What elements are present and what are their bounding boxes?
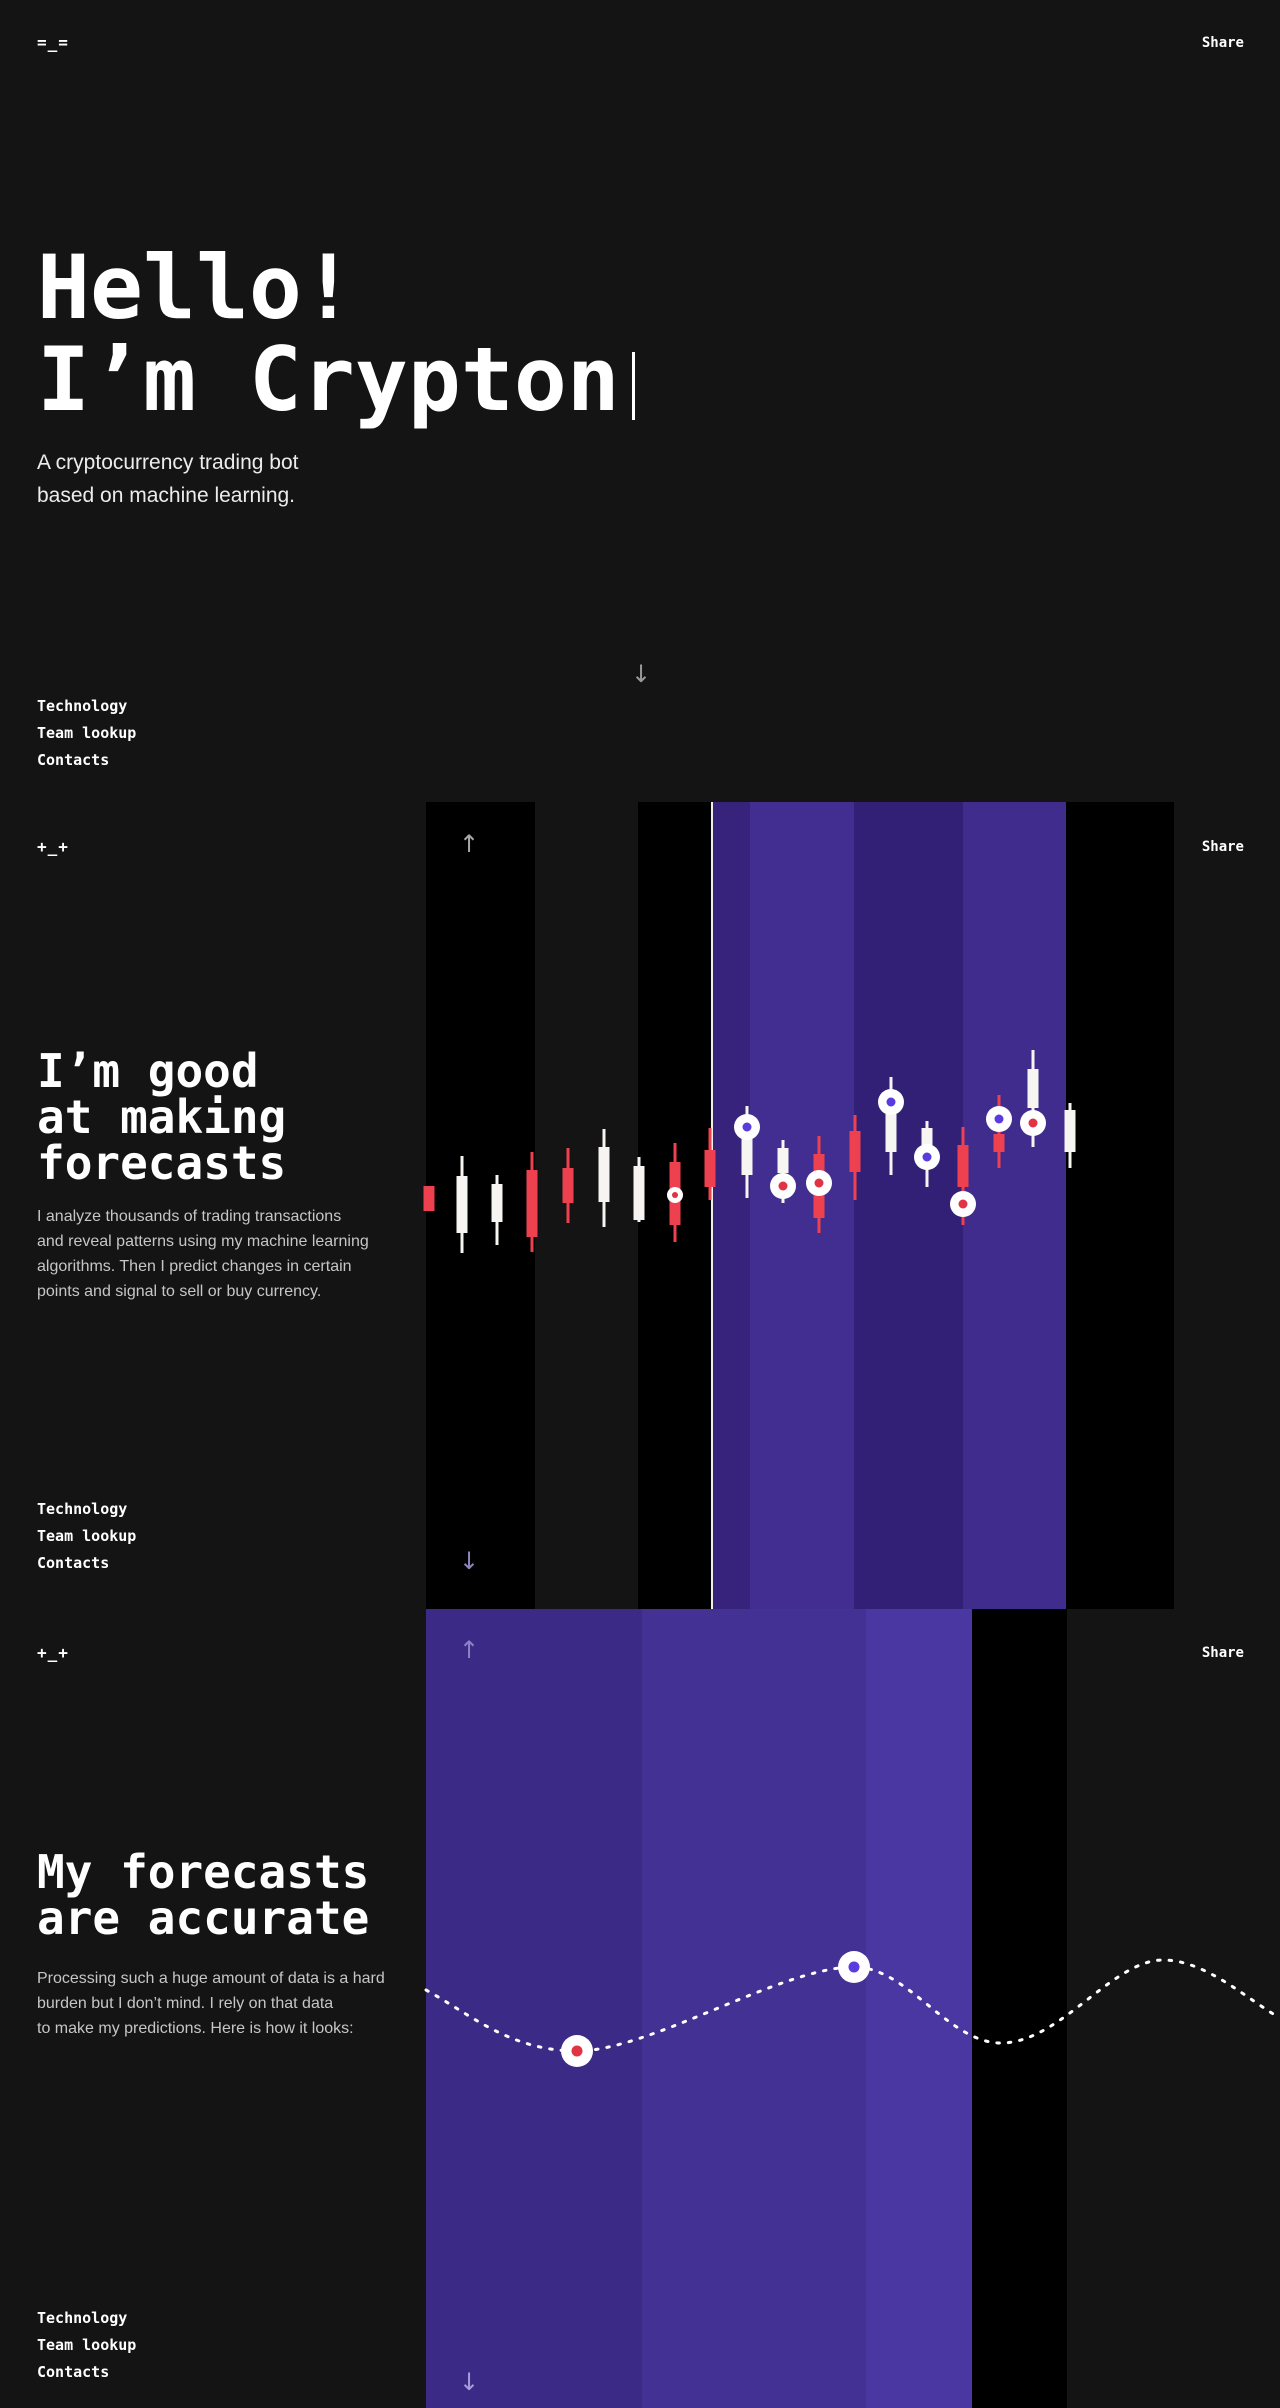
purple-stripe	[642, 1609, 866, 2408]
forecasts-heading-line-1: I’m good	[37, 1044, 259, 1098]
hero-subtitle: A cryptocurrency trading bot based on ma…	[37, 446, 298, 512]
scroll-up-icon: ↑	[458, 830, 480, 858]
paragraph-line: algorithms. Then I predict changes in ce…	[37, 1258, 352, 1275]
accuracy-heading-line-1: My forecasts	[37, 1845, 370, 1899]
scroll-down-icon: ↓	[630, 660, 652, 688]
section-nav: Technology Team lookup Contacts	[37, 2305, 136, 2386]
hero-section: =_= Share Hello! I’m Crypton A cryptocur…	[0, 0, 1280, 802]
hero-subtitle-line-2: based on machine learning.	[37, 484, 296, 507]
scroll-up-icon: ↑	[458, 1636, 480, 1664]
paragraph-line: Processing such a huge amount of data is…	[37, 1970, 385, 1987]
black-panel	[972, 1609, 1067, 2408]
nav-item-contacts[interactable]: Contacts	[37, 1554, 110, 1572]
nav-item-team-lookup[interactable]: Team lookup	[37, 1527, 137, 1545]
hero-heading-line-2: I’m Crypton	[37, 328, 620, 431]
text-cursor	[632, 352, 635, 420]
scroll-down-icon: ↓	[458, 2368, 480, 2396]
site-logo[interactable]: +_+	[37, 837, 69, 856]
paragraph-line: to make my predictions. Here is how it l…	[37, 2020, 354, 2037]
nav-item-contacts[interactable]: Contacts	[37, 2363, 110, 2381]
forecasts-section: +_+ Share ↑ I’m good at making forecasts…	[0, 802, 1280, 1609]
black-panel	[426, 802, 535, 1609]
forecasts-heading: I’m good at making forecasts	[37, 1048, 286, 1186]
nav-item-contacts[interactable]: Contacts	[37, 751, 110, 769]
accuracy-heading: My forecasts are accurate	[37, 1849, 369, 1941]
hero-subtitle-line-1: A cryptocurrency trading bot	[37, 451, 299, 474]
nav-item-technology[interactable]: Technology	[37, 2309, 128, 2327]
purple-stripe	[963, 802, 1066, 1609]
paragraph-line: points and signal to sell or buy currenc…	[37, 1283, 322, 1300]
divider-line	[711, 802, 713, 1609]
site-logo[interactable]: =_=	[37, 33, 69, 52]
purple-stripe	[426, 1609, 642, 2408]
hero-heading: Hello! I’m Crypton	[37, 242, 620, 426]
section-nav: Technology Team lookup Contacts	[37, 1496, 136, 1577]
purple-stripe	[713, 802, 750, 1609]
share-button[interactable]: Share	[1201, 839, 1244, 855]
purple-stripe	[854, 802, 963, 1609]
black-panel	[638, 802, 713, 1609]
scroll-down-icon: ↓	[458, 1547, 480, 1575]
accuracy-paragraph: Processing such a huge amount of data is…	[37, 1966, 385, 2041]
accuracy-section: +_+ Share ↑ My forecasts are accurate Pr…	[0, 1609, 1280, 2408]
nav-item-technology[interactable]: Technology	[37, 697, 128, 715]
nav-item-team-lookup[interactable]: Team lookup	[37, 2336, 137, 2354]
accuracy-heading-line-2: are accurate	[37, 1891, 370, 1945]
forecasts-heading-line-3: forecasts	[37, 1136, 287, 1190]
share-button[interactable]: Share	[1201, 35, 1244, 51]
paragraph-line: and reveal patterns using my machine lea…	[37, 1233, 369, 1250]
hero-heading-line-1: Hello!	[37, 236, 355, 339]
site-logo[interactable]: +_+	[37, 1643, 69, 1662]
section-nav: Technology Team lookup Contacts	[37, 693, 136, 774]
purple-stripe	[866, 1609, 972, 2408]
purple-stripe	[750, 802, 854, 1609]
nav-item-technology[interactable]: Technology	[37, 1500, 128, 1518]
paragraph-line: I analyze thousands of trading transacti…	[37, 1208, 342, 1225]
nav-item-team-lookup[interactable]: Team lookup	[37, 724, 137, 742]
paragraph-line: burden but I don’t mind. I rely on that …	[37, 1995, 334, 2012]
forecasts-paragraph: I analyze thousands of trading transacti…	[37, 1204, 369, 1304]
forecasts-heading-line-2: at making	[37, 1090, 287, 1144]
share-button[interactable]: Share	[1201, 1645, 1244, 1661]
black-panel	[1066, 802, 1174, 1609]
